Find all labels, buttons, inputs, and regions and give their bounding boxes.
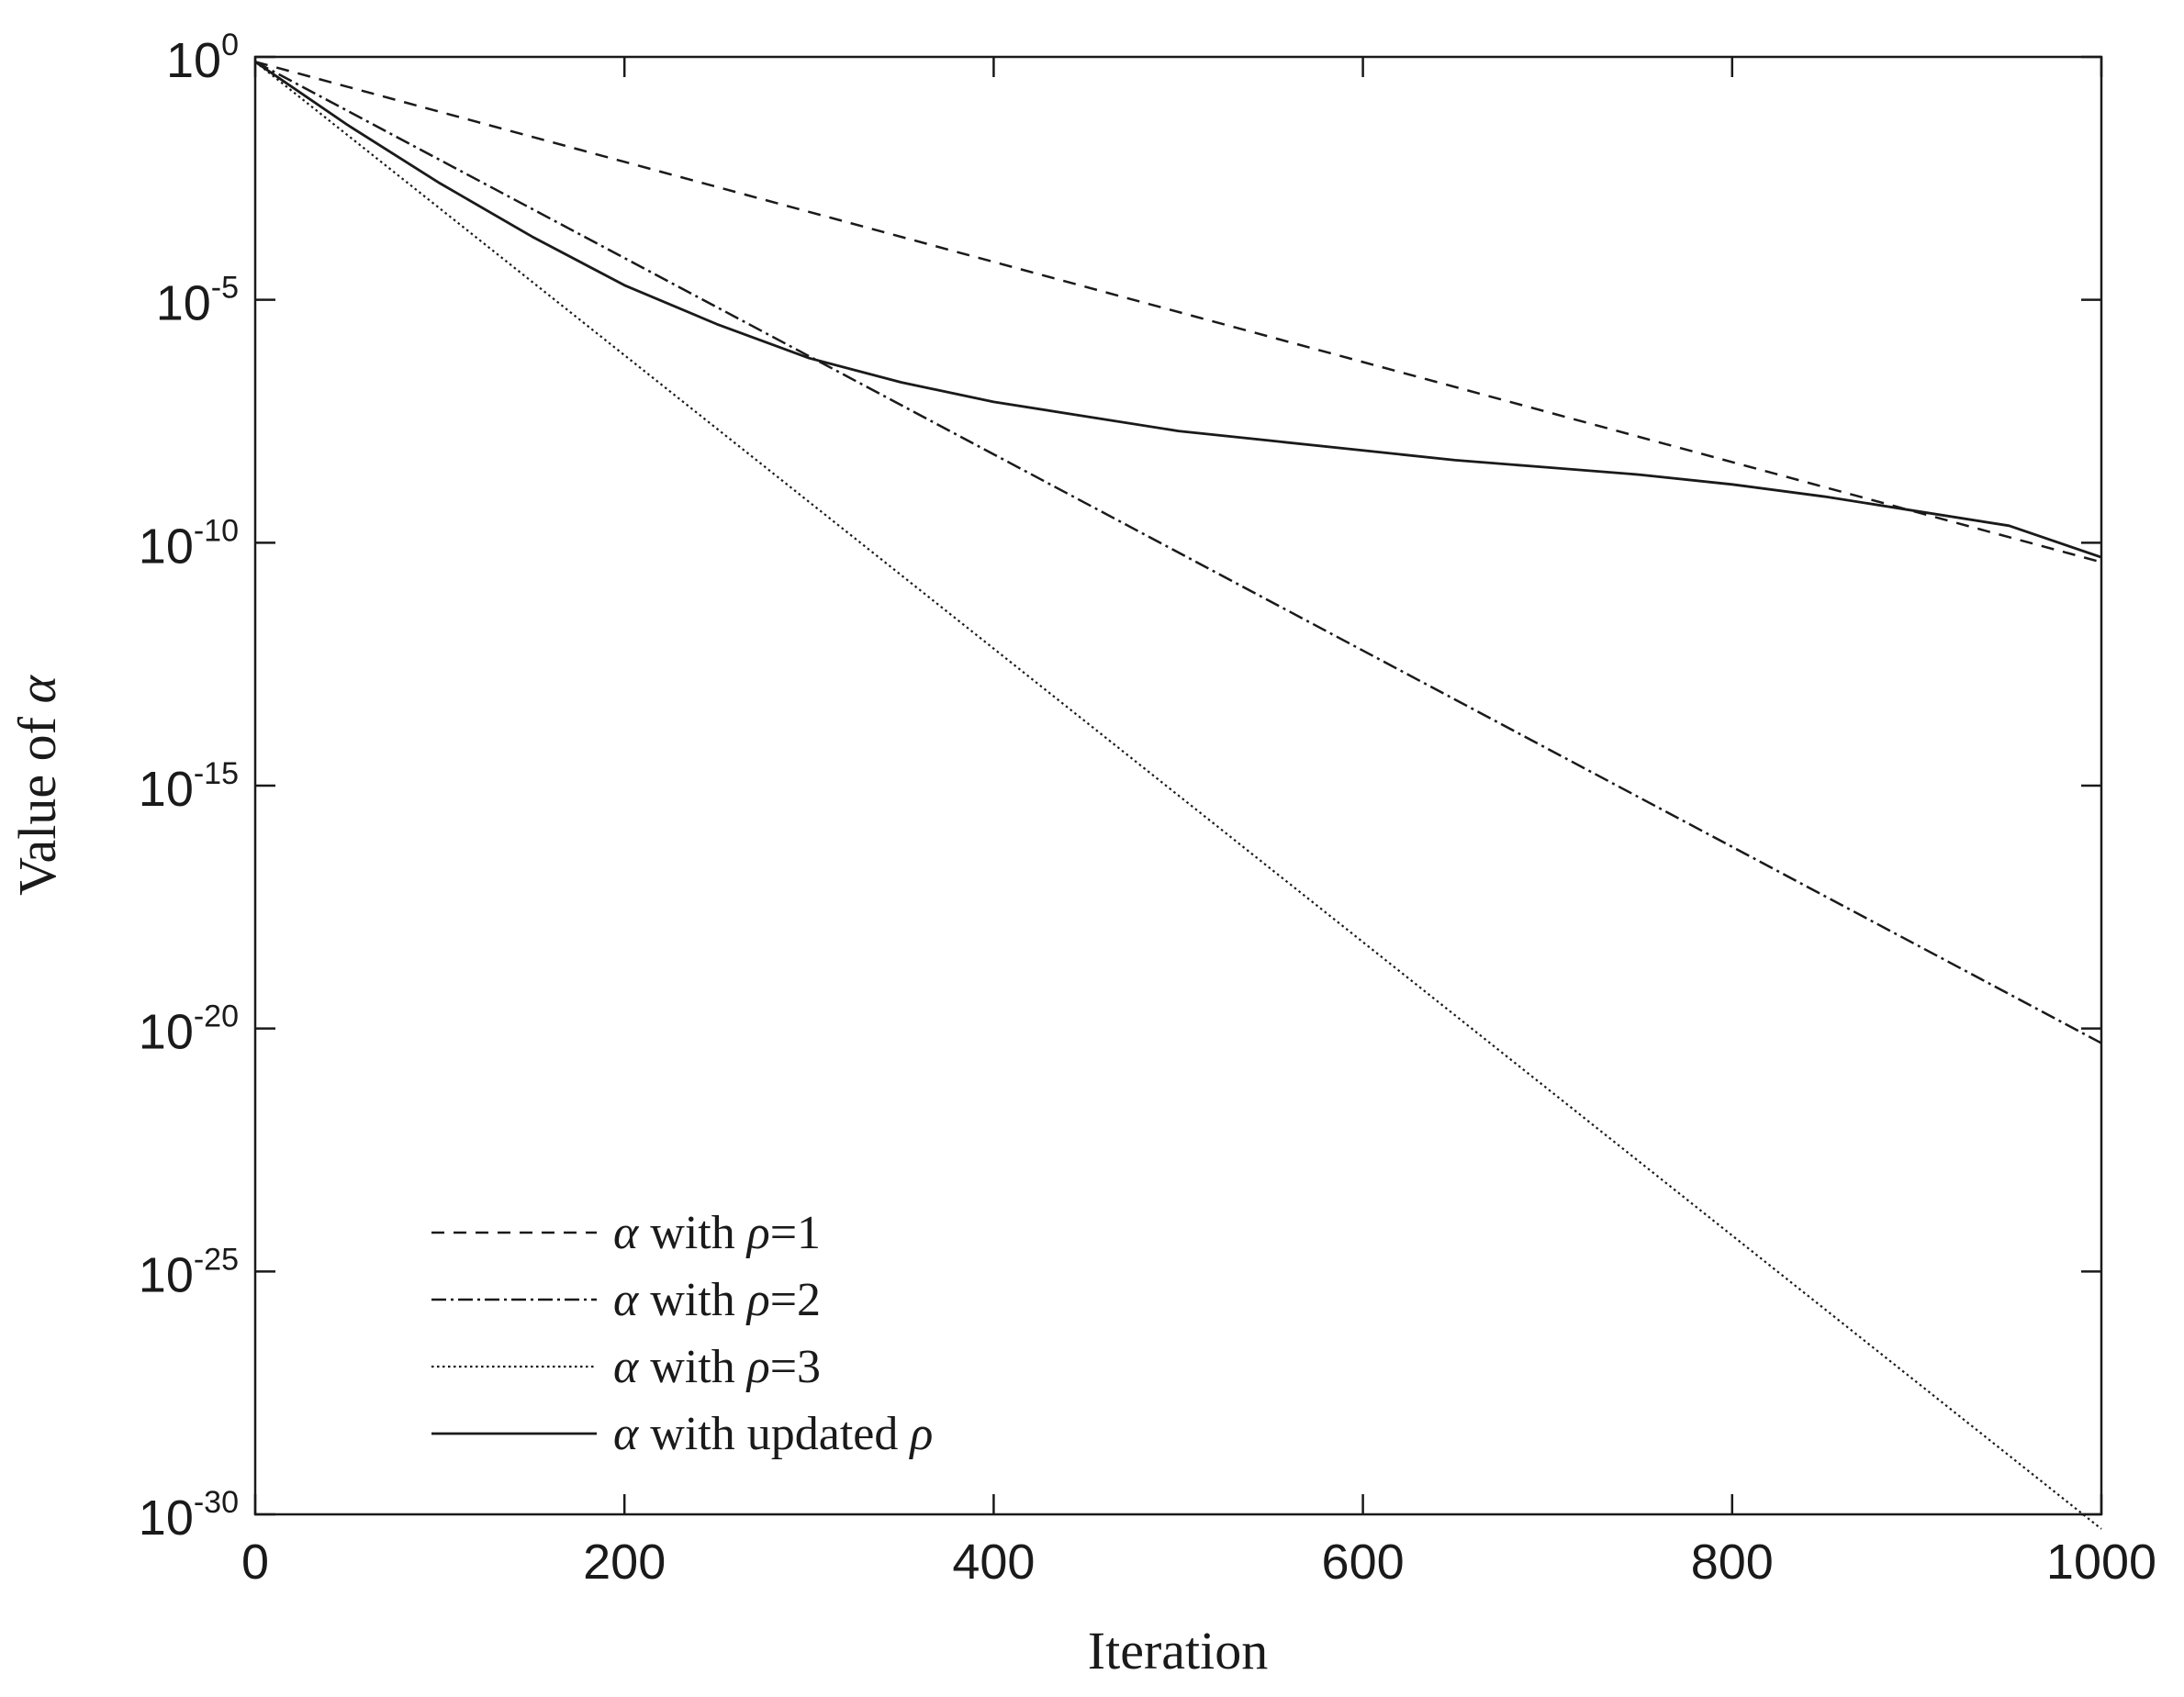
- legend-text: with: [638, 1274, 746, 1326]
- legend-param: ρ: [908, 1408, 933, 1460]
- legend-symbol: α: [613, 1408, 640, 1460]
- legend-entry-1: α with ρ=1: [613, 1207, 821, 1259]
- x-tick-label: 1000: [2046, 1535, 2156, 1590]
- y-axis-title-prefix: Value of: [7, 704, 67, 896]
- y-tick-exponent: -30: [194, 1485, 239, 1520]
- legend-text: with: [638, 1207, 746, 1259]
- y-tick-base: 10: [156, 276, 211, 331]
- legend-symbol: α: [613, 1341, 640, 1393]
- y-tick-label: 100: [166, 28, 239, 88]
- x-axis-title: Iteration: [1088, 1621, 1268, 1680]
- series-line-3: [254, 61, 2102, 1530]
- series-lines: [254, 61, 2102, 1530]
- y-tick-base: 10: [139, 519, 194, 574]
- legend-param: ρ: [745, 1207, 770, 1259]
- legend-entry-2: α with ρ=2: [613, 1274, 821, 1326]
- tick-labels: 0 200 400 600 800 100010010-510-1010-1510-201…: [139, 28, 2156, 1590]
- y-tick-label: 10-20: [139, 999, 239, 1060]
- x-tick-label: 600: [1322, 1535, 1405, 1590]
- y-tick-exponent: -5: [211, 271, 239, 306]
- x-tick-label: 400: [952, 1535, 1035, 1590]
- y-tick-label: 10-10: [139, 513, 239, 574]
- y-tick-label: 10-30: [139, 1485, 239, 1546]
- y-tick-exponent: -25: [194, 1242, 239, 1277]
- y-tick-label: 10-15: [139, 756, 239, 817]
- legend-suffix: =2: [770, 1274, 821, 1326]
- legend-symbol: α: [613, 1207, 640, 1259]
- x-tick-label: 200: [583, 1535, 666, 1590]
- plot-frame: [253, 55, 2103, 1516]
- legend-text: with updated: [638, 1408, 910, 1460]
- axis-ticks: [253, 55, 2103, 1516]
- series-line-4: [254, 61, 2102, 559]
- y-tick-base: 10: [139, 1005, 194, 1060]
- y-tick-exponent: -20: [194, 999, 239, 1034]
- y-axis-title: Value of α: [7, 675, 67, 896]
- series-line-2: [254, 61, 2102, 1044]
- legend-entry-4: α with updated ρ: [613, 1408, 933, 1460]
- x-tick-label: 800: [1691, 1535, 1774, 1590]
- legend-suffix: =1: [770, 1207, 821, 1259]
- legend-param: ρ: [745, 1274, 770, 1326]
- legend-suffix: =3: [770, 1341, 821, 1393]
- legend-text: with: [638, 1341, 746, 1393]
- y-tick-base: 10: [166, 33, 221, 88]
- legend-param: ρ: [745, 1341, 770, 1393]
- x-tick-label: 0: [241, 1535, 269, 1590]
- y-tick-exponent: -15: [194, 756, 239, 791]
- legend-symbol: α: [613, 1274, 640, 1326]
- y-tick-label: 10-5: [156, 271, 239, 331]
- y-tick-label: 10-25: [139, 1242, 239, 1302]
- y-tick-exponent: -10: [194, 513, 239, 548]
- y-tick-base: 10: [139, 1490, 194, 1546]
- series-line-1: [254, 61, 2102, 564]
- y-tick-base: 10: [139, 762, 194, 817]
- legend: α with ρ=1α with ρ=2α with ρ=3α with upd…: [431, 1207, 933, 1460]
- y-axis-title-symbol: α: [7, 675, 67, 704]
- y-tick-exponent: 0: [221, 28, 239, 62]
- legend-entry-3: α with ρ=3: [613, 1341, 821, 1393]
- y-tick-base: 10: [139, 1247, 194, 1302]
